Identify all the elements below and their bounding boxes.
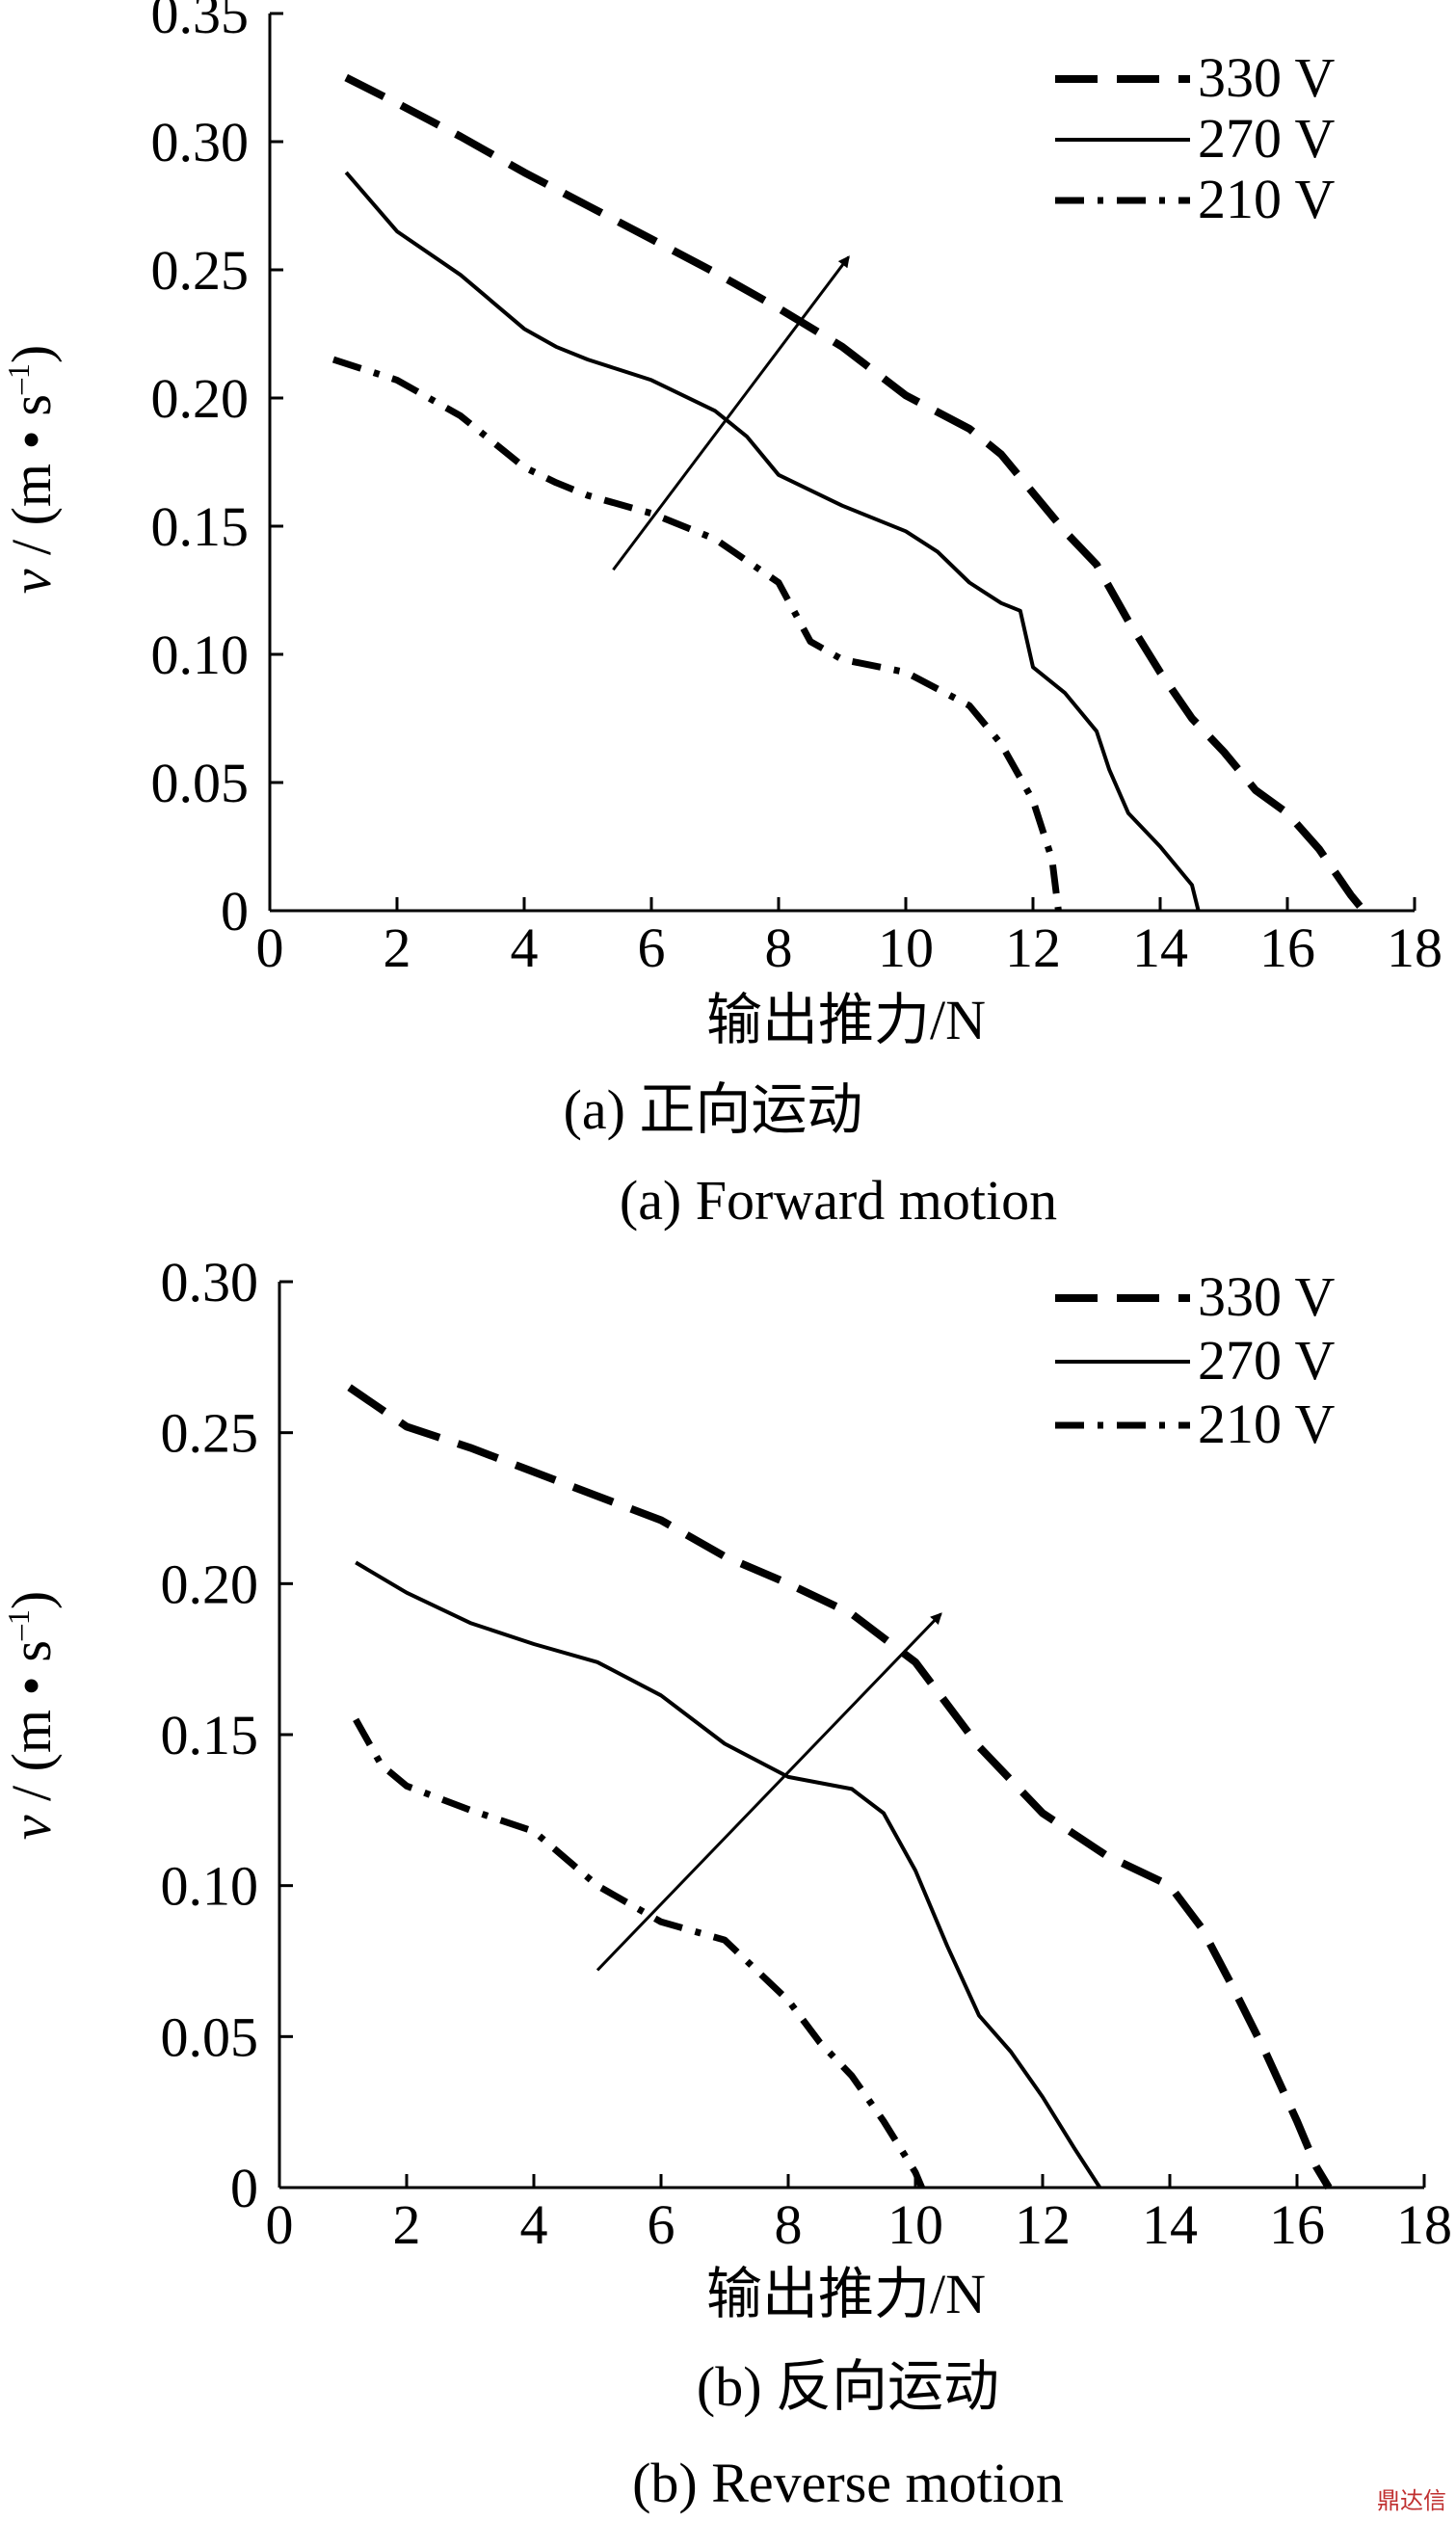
panel-label: (b) 反向运动 bbox=[697, 2355, 999, 2418]
x-tick-label: 16 bbox=[1269, 2193, 1325, 2256]
legend-label: 330 V bbox=[1198, 1265, 1335, 1328]
y-tick-label: 0.05 bbox=[161, 2005, 259, 2068]
series-line-330v bbox=[347, 1384, 1333, 2190]
x-tick-label: 18 bbox=[1387, 916, 1443, 979]
y-tick-label: 0.25 bbox=[151, 239, 250, 302]
series-line-270v bbox=[355, 1560, 1102, 2189]
y-tick-label: 0 bbox=[221, 880, 249, 942]
x-tick-label: 2 bbox=[393, 2193, 421, 2256]
y-tick-label: 0.30 bbox=[161, 1251, 259, 1314]
y-axis-title: v / (m • s–1) bbox=[0, 1591, 63, 1841]
series-line-210v bbox=[353, 1717, 925, 2189]
y-tick-label: 0.35 bbox=[151, 0, 250, 45]
panel-caption: (a) Forward motion bbox=[620, 1169, 1057, 1232]
y-tick-label: 0.10 bbox=[161, 1855, 259, 1918]
legend-label: 270 V bbox=[1198, 107, 1335, 170]
panel-caption: (b) Reverse motion bbox=[632, 2452, 1064, 2514]
x-tick-label: 10 bbox=[887, 2193, 943, 2256]
x-tick-label: 0 bbox=[256, 916, 284, 979]
series-line-330v bbox=[344, 73, 1367, 914]
chart-reverse-motion: v / (m • s–1) 输出推力/N (b) 反向运动 (b) Revers… bbox=[0, 1251, 1452, 2514]
y-tick-label: 0.10 bbox=[151, 624, 250, 686]
y-axis-title: v / (m • s–1) bbox=[0, 345, 63, 595]
x-axis-title: 输出推力/N bbox=[706, 989, 986, 1051]
legend-label: 210 V bbox=[1198, 168, 1335, 230]
x-axis-title: 输出推力/N bbox=[706, 2263, 986, 2325]
trend-arrow bbox=[596, 1612, 942, 1972]
y-tick-label: 0.20 bbox=[151, 367, 250, 430]
trend-arrow bbox=[612, 255, 850, 571]
x-tick-label: 14 bbox=[1142, 2193, 1198, 2256]
y-tick-label: 0.15 bbox=[161, 1704, 259, 1766]
legend-label: 210 V bbox=[1198, 1393, 1335, 1455]
x-tick-label: 6 bbox=[638, 916, 666, 979]
x-tick-label: 10 bbox=[878, 916, 934, 979]
x-tick-label: 4 bbox=[511, 916, 539, 979]
y-tick-label: 0.25 bbox=[161, 1402, 259, 1465]
chart-forward-motion: v / (m • s–1) 输出推力/N (a) 正向运动 (a) Forwar… bbox=[0, 0, 1443, 1232]
x-tick-label: 4 bbox=[520, 2193, 548, 2256]
y-tick-label: 0 bbox=[230, 2157, 258, 2219]
series-line-210v bbox=[331, 356, 1062, 912]
x-tick-label: 2 bbox=[384, 916, 411, 979]
legend-label: 270 V bbox=[1198, 1329, 1335, 1392]
x-tick-label: 6 bbox=[648, 2193, 675, 2256]
x-tick-label: 0 bbox=[266, 2193, 294, 2256]
y-tick-label: 0.30 bbox=[151, 111, 250, 173]
series-line-270v bbox=[344, 171, 1201, 912]
x-tick-label: 8 bbox=[775, 2193, 803, 2256]
watermark-logo: 鼎达信 bbox=[1377, 2487, 1446, 2514]
y-tick-label: 0.15 bbox=[151, 495, 250, 558]
panel-label: (a) 正向运动 bbox=[564, 1078, 863, 1141]
legend-label: 330 V bbox=[1198, 46, 1335, 109]
x-tick-label: 14 bbox=[1132, 916, 1188, 979]
x-tick-label: 12 bbox=[1005, 916, 1061, 979]
x-tick-label: 18 bbox=[1396, 2193, 1452, 2256]
y-tick-label: 0.20 bbox=[161, 1552, 259, 1615]
x-tick-label: 16 bbox=[1259, 916, 1315, 979]
x-tick-label: 12 bbox=[1015, 2193, 1071, 2256]
x-tick-label: 8 bbox=[765, 916, 793, 979]
y-tick-label: 0.05 bbox=[151, 752, 250, 814]
